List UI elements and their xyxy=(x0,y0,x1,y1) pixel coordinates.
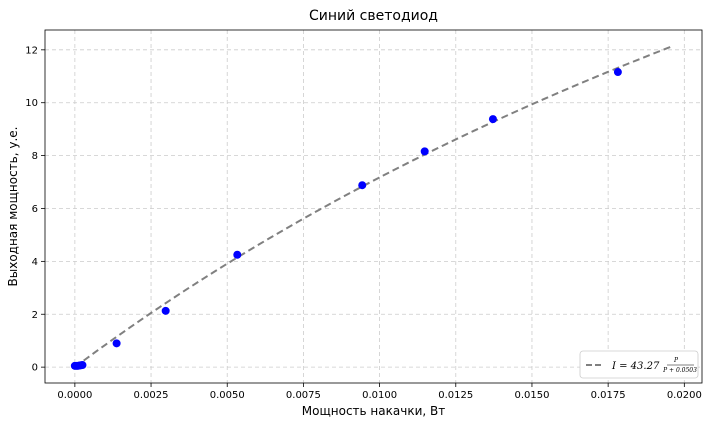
legend-fraction-numerator: P xyxy=(673,357,679,364)
axis-ticks: 0.0000 0.0025 0.0050 0.0075 0.0100 0.0125 0.01… xyxy=(25,45,702,401)
data-point xyxy=(233,250,242,259)
x-tick-label: 0.0050 xyxy=(210,390,245,401)
x-tick-label: 0.0025 xyxy=(134,390,169,401)
data-point xyxy=(112,339,121,348)
data-point xyxy=(161,306,170,315)
plot-frame xyxy=(44,29,703,384)
chart-title: Синий светодиод xyxy=(309,8,438,24)
x-tick-label: 0.0100 xyxy=(362,390,397,401)
y-tick-label: 4 xyxy=(32,257,38,268)
y-tick-label: 8 xyxy=(32,151,38,162)
legend: I = 43.27 P P + 0.0503 xyxy=(579,350,699,379)
legend-box xyxy=(579,350,699,379)
x-axis-label: Мощность накачки, Вт xyxy=(302,404,445,418)
x-tick-label: 0.0000 xyxy=(57,390,92,401)
x-tick-label: 0.0200 xyxy=(667,390,702,401)
x-tick-label: 0.0075 xyxy=(286,390,321,401)
data-point xyxy=(420,147,429,156)
grid xyxy=(45,30,702,383)
x-tick-label: 0.0125 xyxy=(438,390,473,401)
y-tick-label: 12 xyxy=(25,45,38,56)
y-tick-label: 0 xyxy=(32,363,38,374)
x-tick-label: 0.0150 xyxy=(514,390,549,401)
data-point xyxy=(358,181,367,190)
y-tick-label: 10 xyxy=(25,98,38,109)
y-tick-label: 2 xyxy=(32,310,38,321)
data-points xyxy=(70,68,622,370)
y-tick-label: 6 xyxy=(32,204,38,215)
x-tick-label: 0.0175 xyxy=(591,390,626,401)
legend-fraction-denominator: P + 0.0503 xyxy=(662,367,697,374)
data-point xyxy=(78,361,87,370)
y-axis-label: Выходная мощность, у.е. xyxy=(6,127,20,287)
fit-curve xyxy=(74,45,673,368)
data-point xyxy=(613,68,622,77)
data-point xyxy=(488,115,497,124)
legend-label: I = 43.27 xyxy=(611,361,660,372)
